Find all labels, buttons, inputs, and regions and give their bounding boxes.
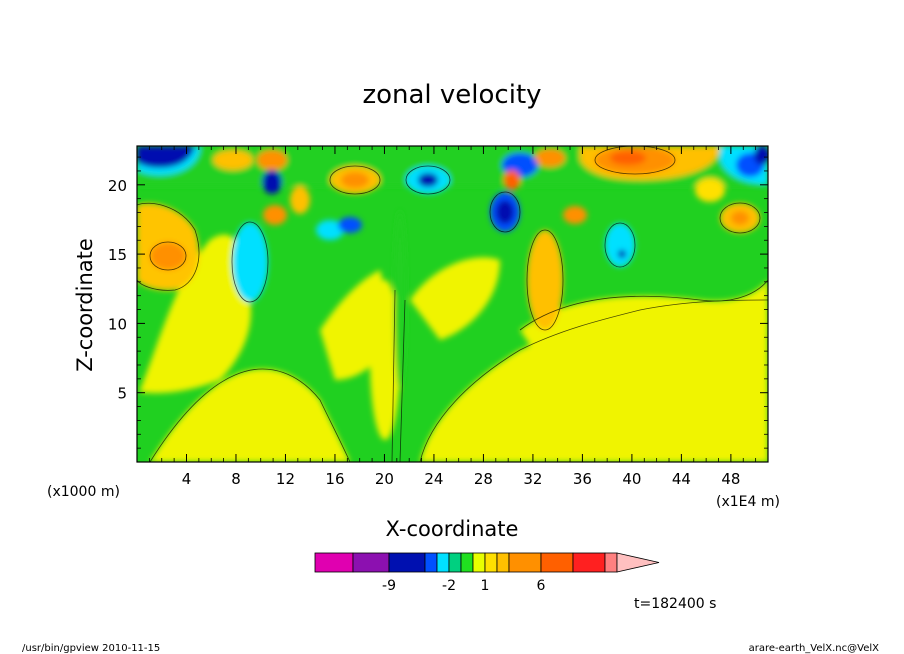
colorbar-label: 1 <box>481 578 490 594</box>
y-tick-label: 10 <box>108 315 127 333</box>
colorbar-arrow <box>616 552 660 573</box>
colorbar-segment <box>448 552 462 573</box>
time-label: t=182400 s <box>634 596 716 612</box>
x-unit-left: (x1000 m) <box>47 484 120 500</box>
x-tick-label: 24 <box>424 470 443 488</box>
colorbar-segment <box>352 552 390 573</box>
colorbar-segment <box>484 552 498 573</box>
x-unit-right: (x1E4 m) <box>716 494 780 510</box>
chart-title: zonal velocity <box>362 80 541 110</box>
colorbar-segment <box>424 552 438 573</box>
x-tick-label: 36 <box>573 470 592 488</box>
x-tick-label: 48 <box>721 470 740 488</box>
colorbar-segment <box>508 552 542 573</box>
x-tick-label: 4 <box>182 470 192 488</box>
colorbar-segment <box>496 552 510 573</box>
y-tick-label: 15 <box>108 246 127 264</box>
x-tick-label: 8 <box>231 470 241 488</box>
x-tick-label: 32 <box>523 470 542 488</box>
x-axis: 4 8 12 16 20 24 28 32 36 40 44 48 <box>148 146 757 488</box>
plot-area <box>137 146 768 462</box>
footer-right: arare-earth_VelX.nc@VelX <box>749 643 880 654</box>
y-axis-title: Z-coordinate <box>73 238 97 372</box>
x-tick-label: 28 <box>474 470 493 488</box>
colorbar-segment <box>388 552 426 573</box>
colorbar-segment <box>436 552 450 573</box>
plot-frame <box>136 145 769 463</box>
colorbar-label: -9 <box>382 578 396 594</box>
x-axis-title: X-coordinate <box>386 517 519 541</box>
colorbar-label: -2 <box>442 578 456 594</box>
colorbar-segment <box>572 552 606 573</box>
colorbar-segment <box>314 552 354 573</box>
x-tick-label: 44 <box>672 470 691 488</box>
colorbar-label: 6 <box>537 578 546 594</box>
x-tick-label: 12 <box>276 470 295 488</box>
footer-left: /usr/bin/gpview 2010-11-15 <box>22 643 160 654</box>
colorbar: -9 -2 1 6 <box>314 552 660 594</box>
x-tick-label: 16 <box>325 470 344 488</box>
colorbar-segment <box>540 552 574 573</box>
x-tick-label: 40 <box>622 470 641 488</box>
y-tick-label: 5 <box>117 385 127 403</box>
colorbar-segment <box>460 552 474 573</box>
colorbar-segment <box>604 552 618 573</box>
y-axis: 5 10 15 20 <box>108 156 768 449</box>
x-tick-label: 20 <box>375 470 394 488</box>
colorbar-segment <box>472 552 486 573</box>
y-tick-label: 20 <box>108 177 127 195</box>
